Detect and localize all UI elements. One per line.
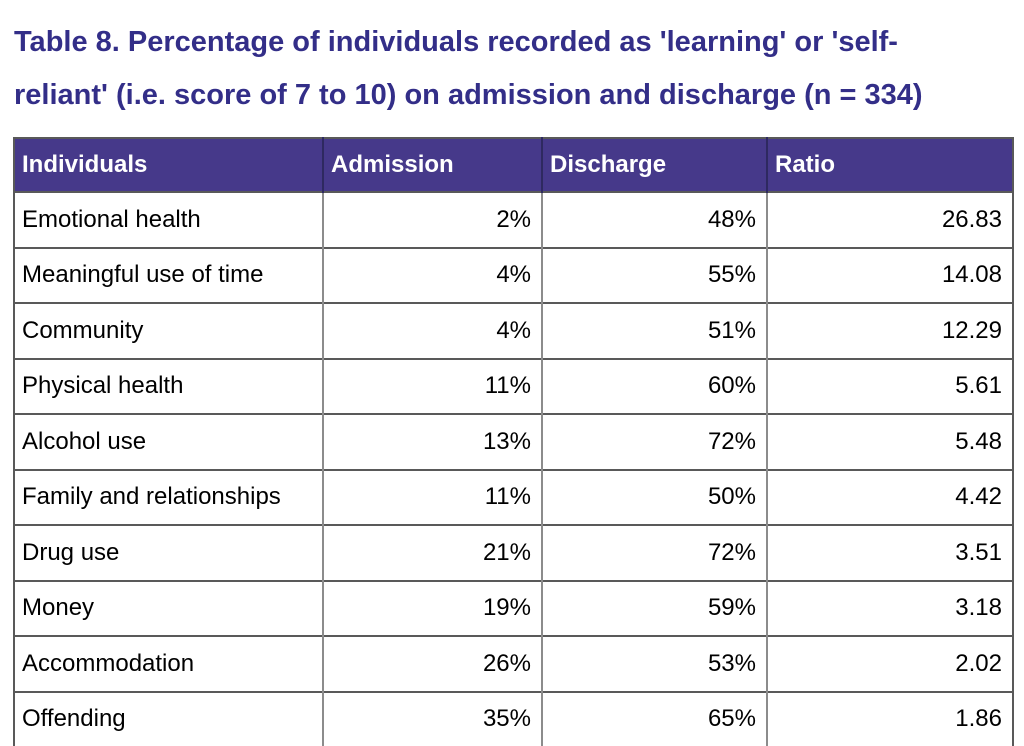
cell-discharge: 53% <box>541 635 767 692</box>
data-table: Individuals Admission Discharge Ratio Em… <box>13 137 1014 746</box>
cell-ratio: 3.51 <box>766 524 1013 581</box>
table-title-line2: reliant' (i.e. score of 7 to 10) on admi… <box>14 79 923 111</box>
table-title-line1: Table 8. Percentage of individuals recor… <box>14 26 898 58</box>
table-row: Alcohol use 13% 72% 5.48 <box>14 413 1013 470</box>
cell-discharge: 72% <box>541 413 767 470</box>
cell-ratio: 5.48 <box>766 413 1013 470</box>
table-row: Meaningful use of time 4% 55% 14.08 <box>14 246 1013 303</box>
cell-ratio: 12.29 <box>766 302 1013 359</box>
table-row: Community 4% 51% 12.29 <box>14 302 1013 359</box>
cell-ratio: 5.61 <box>766 357 1013 414</box>
cell-individuals: Community <box>14 302 323 359</box>
cell-discharge: 48% <box>541 191 767 248</box>
cell-individuals: Physical health <box>14 357 323 414</box>
cell-individuals: Emotional health <box>14 191 323 248</box>
cell-admission: 35% <box>322 690 542 746</box>
table-header-row: Individuals Admission Discharge Ratio <box>14 138 1013 192</box>
cell-admission: 13% <box>322 413 542 470</box>
cell-admission: 4% <box>322 246 542 303</box>
cell-admission: 2% <box>322 191 542 248</box>
cell-individuals: Money <box>14 579 323 636</box>
cell-admission: 11% <box>322 357 542 414</box>
cell-discharge: 65% <box>541 690 767 746</box>
cell-ratio: 14.08 <box>766 246 1013 303</box>
table-title: Table 8. Percentage of individuals recor… <box>14 16 1014 122</box>
cell-ratio: 4.42 <box>766 468 1013 525</box>
cell-admission: 19% <box>322 579 542 636</box>
cell-admission: 4% <box>322 302 542 359</box>
cell-ratio: 26.83 <box>766 191 1013 248</box>
cell-ratio: 2.02 <box>766 635 1013 692</box>
cell-individuals: Family and relationships <box>14 468 323 525</box>
column-header-individuals: Individuals <box>14 138 323 192</box>
cell-discharge: 51% <box>541 302 767 359</box>
cell-admission: 11% <box>322 468 542 525</box>
cell-individuals: Meaningful use of time <box>14 246 323 303</box>
table-row: Accommodation 26% 53% 2.02 <box>14 635 1013 692</box>
table-row: Emotional health 2% 48% 26.83 <box>14 191 1013 248</box>
cell-ratio: 3.18 <box>766 579 1013 636</box>
cell-individuals: Alcohol use <box>14 413 323 470</box>
cell-discharge: 60% <box>541 357 767 414</box>
table-row: Drug use 21% 72% 3.51 <box>14 524 1013 581</box>
cell-ratio: 1.86 <box>766 690 1013 746</box>
column-header-admission: Admission <box>322 138 542 192</box>
cell-individuals: Drug use <box>14 524 323 581</box>
table-row: Money 19% 59% 3.18 <box>14 579 1013 636</box>
cell-individuals: Accommodation <box>14 635 323 692</box>
cell-discharge: 59% <box>541 579 767 636</box>
cell-discharge: 50% <box>541 468 767 525</box>
column-header-ratio: Ratio <box>766 138 1013 192</box>
cell-individuals: Offending <box>14 690 323 746</box>
table-row: Offending 35% 65% 1.86 <box>14 690 1013 746</box>
table-row: Physical health 11% 60% 5.61 <box>14 357 1013 414</box>
table-row: Family and relationships 11% 50% 4.42 <box>14 468 1013 525</box>
cell-discharge: 55% <box>541 246 767 303</box>
cell-discharge: 72% <box>541 524 767 581</box>
cell-admission: 21% <box>322 524 542 581</box>
cell-admission: 26% <box>322 635 542 692</box>
column-header-discharge: Discharge <box>541 138 767 192</box>
